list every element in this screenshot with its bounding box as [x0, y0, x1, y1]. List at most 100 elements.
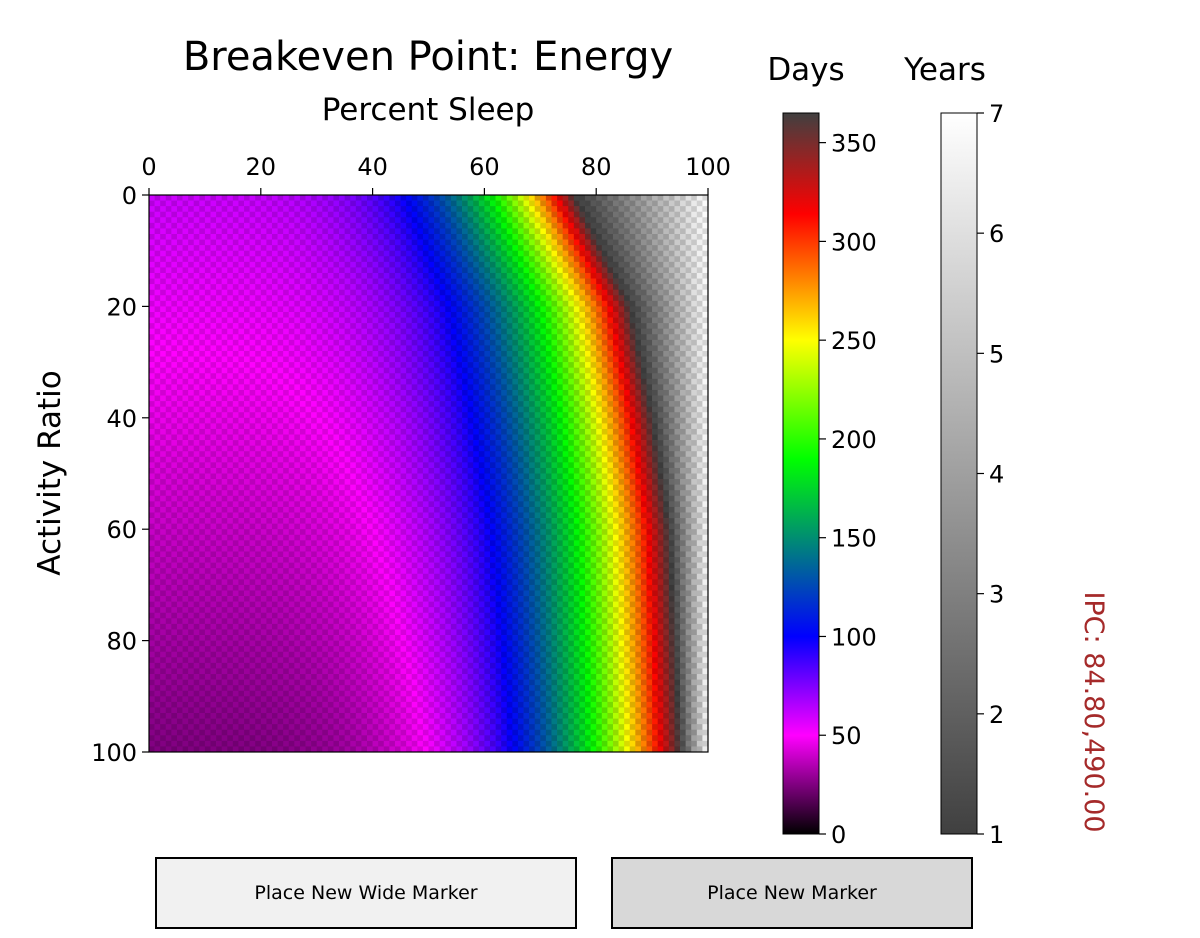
heatmap-cell — [523, 211, 530, 218]
heatmap-cell — [551, 200, 558, 207]
heatmap-cell — [545, 272, 552, 279]
heatmap-cell — [389, 278, 396, 285]
heatmap-cell — [562, 311, 569, 318]
heatmap-cell — [216, 289, 223, 296]
heatmap-cell — [618, 311, 625, 318]
heatmap-cell — [182, 239, 189, 246]
heatmap-cell — [311, 367, 318, 374]
heatmap-cell — [702, 278, 709, 285]
heatmap-cell — [333, 389, 340, 396]
heatmap-cell — [640, 389, 647, 396]
heatmap-cell — [557, 362, 564, 369]
heatmap-cell — [322, 462, 329, 469]
heatmap-cell — [383, 306, 390, 313]
heatmap-cell — [484, 345, 491, 352]
heatmap-cell — [294, 384, 301, 391]
heatmap-cell — [154, 462, 161, 469]
heatmap-cell — [523, 451, 530, 458]
heatmap-cell — [484, 451, 491, 458]
heatmap-cell — [573, 317, 580, 324]
heatmap-cell — [663, 417, 670, 424]
heatmap-cell — [389, 306, 396, 313]
heatmap-cell — [495, 306, 502, 313]
heatmap-cell — [489, 317, 496, 324]
heatmap-cell — [568, 261, 575, 268]
heatmap-cell — [389, 373, 396, 380]
heatmap-cell — [244, 362, 250, 369]
heatmap-cell — [696, 406, 703, 413]
heatmap-cell — [411, 228, 418, 235]
heatmap-cell — [311, 339, 318, 346]
heatmap-cell — [680, 434, 686, 441]
heatmap-cell — [702, 311, 709, 318]
heatmap-cell — [691, 395, 698, 402]
heatmap-cell — [411, 462, 418, 469]
heatmap-cell — [204, 245, 211, 252]
heatmap-cell — [199, 278, 206, 285]
heatmap-cell — [210, 434, 217, 441]
heatmap-cell — [216, 423, 223, 430]
heatmap-cell — [339, 401, 345, 408]
heatmap-cell — [501, 384, 508, 391]
heatmap-cell — [657, 434, 664, 441]
heatmap-cell — [506, 445, 513, 452]
heatmap-cell — [288, 451, 295, 458]
heatmap-cell — [327, 440, 334, 446]
heatmap-cell — [327, 211, 334, 218]
heatmap-cell — [551, 317, 558, 324]
heatmap-cell — [691, 378, 698, 385]
heatmap-cell — [439, 451, 446, 458]
heatmap-cell — [601, 417, 608, 424]
heatmap-cell — [378, 328, 385, 335]
heatmap-cell — [238, 406, 245, 413]
heatmap-cell — [489, 362, 496, 369]
heatmap-cell — [204, 412, 211, 419]
heatmap-cell — [322, 245, 329, 252]
heatmap-cell — [618, 412, 625, 419]
heatmap-cell — [551, 272, 558, 279]
heatmap-cell — [674, 311, 681, 318]
heatmap-cell — [305, 406, 312, 413]
heatmap-cell — [361, 245, 368, 252]
heatmap-cell — [506, 367, 513, 374]
heatmap-cell — [562, 356, 569, 363]
heatmap-cell — [216, 373, 223, 380]
heatmap-cell — [255, 328, 262, 335]
heatmap-cell — [311, 306, 318, 313]
heatmap-cell — [160, 339, 167, 346]
heatmap-cell — [171, 456, 178, 463]
heatmap-cell — [394, 233, 401, 240]
heatmap-cell — [590, 378, 597, 385]
heatmap-cell — [400, 412, 407, 419]
heatmap-cell — [691, 462, 698, 469]
heatmap-cell — [489, 334, 496, 341]
heatmap-cell — [540, 395, 547, 402]
heatmap-cell — [585, 428, 591, 435]
heatmap-cell — [596, 423, 603, 430]
heatmap-cell — [467, 440, 474, 446]
heatmap-cell — [652, 228, 659, 235]
heatmap-cell — [484, 295, 491, 302]
heatmap-cell — [176, 256, 183, 263]
heatmap-cell — [495, 467, 502, 474]
heatmap-cell — [624, 261, 631, 268]
heatmap-cell — [523, 389, 530, 396]
heatmap-cell — [501, 284, 508, 291]
heatmap-cell — [149, 256, 155, 263]
heatmap-cell — [361, 356, 368, 363]
heatmap-cell — [383, 239, 390, 246]
heatmap-cell — [216, 228, 223, 235]
heatmap-cell — [456, 417, 463, 424]
heatmap-cell — [361, 417, 368, 424]
heatmap-cell — [260, 200, 267, 207]
heatmap-cell — [188, 250, 195, 257]
heatmap-cell — [339, 267, 345, 274]
heatmap-cell — [702, 328, 709, 335]
heatmap-cell — [333, 228, 340, 235]
heatmap-cell — [355, 428, 362, 435]
heatmap-cell — [506, 233, 513, 240]
heatmap-cell — [188, 345, 195, 352]
heatmap-cell — [601, 289, 608, 296]
heatmap-cell — [428, 339, 435, 346]
heatmap-cell — [478, 311, 485, 318]
